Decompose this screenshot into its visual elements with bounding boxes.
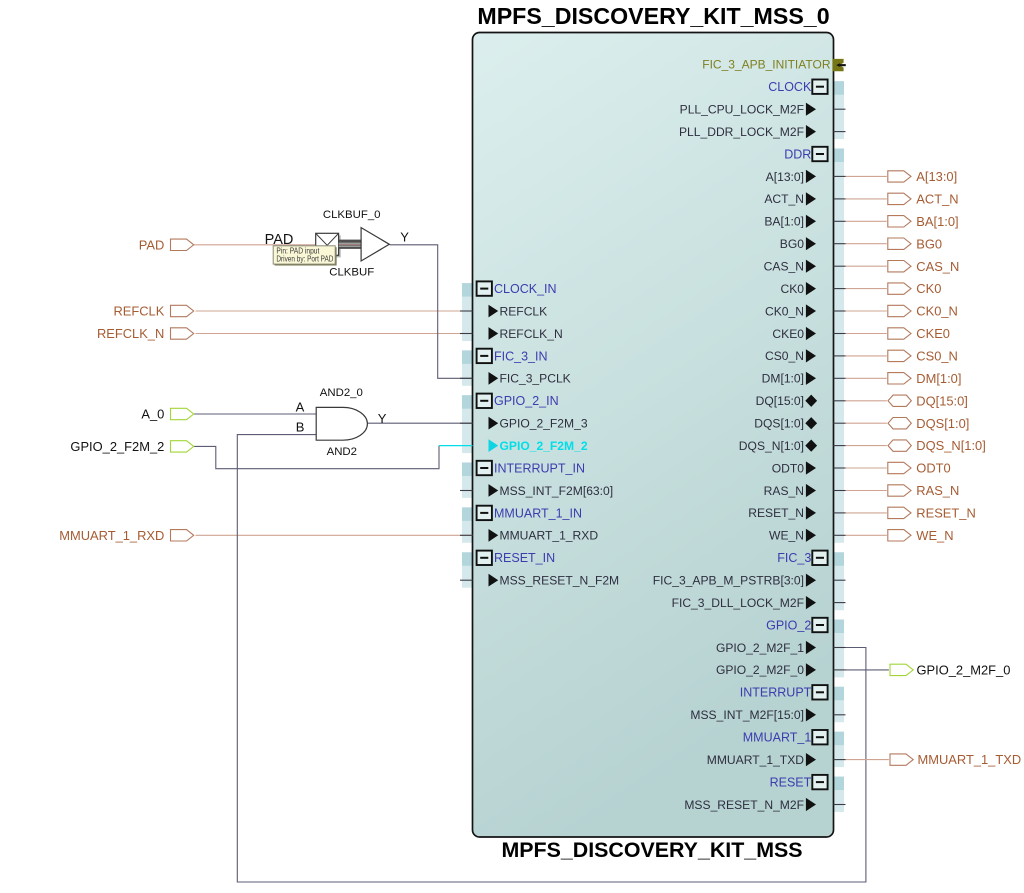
svg-text:ODT0: ODT0 [916, 461, 950, 476]
svg-text:CLOCK_IN: CLOCK_IN [494, 282, 557, 296]
svg-text:CK0: CK0 [780, 282, 804, 296]
svg-text:MMUART_1_IN: MMUART_1_IN [494, 506, 582, 520]
svg-text:FIC_3_PCLK: FIC_3_PCLK [500, 372, 571, 386]
svg-text:MMUART_1_RXD: MMUART_1_RXD [500, 529, 599, 543]
svg-text:A: A [296, 399, 305, 414]
svg-text:MSS_RESET_N_M2F: MSS_RESET_N_M2F [684, 798, 804, 812]
svg-text:CKE0: CKE0 [916, 326, 950, 341]
svg-text:CAS_N: CAS_N [916, 259, 959, 274]
svg-text:MMUART_1_TXD: MMUART_1_TXD [707, 753, 804, 767]
svg-text:CK0_N: CK0_N [916, 304, 958, 319]
svg-text:CLOCK: CLOCK [768, 80, 812, 94]
svg-text:CK0_N: CK0_N [765, 304, 804, 318]
svg-text:CK0: CK0 [916, 281, 941, 296]
svg-text:FIC_3_APB_INITIATOR: FIC_3_APB_INITIATOR [702, 58, 831, 72]
svg-text:PLL_CPU_LOCK_M2F: PLL_CPU_LOCK_M2F [680, 103, 804, 117]
svg-text:DDR: DDR [784, 147, 811, 161]
svg-text:WE_N: WE_N [916, 528, 953, 543]
svg-text:FIC_3_DLL_LOCK_M2F: FIC_3_DLL_LOCK_M2F [672, 596, 804, 610]
svg-text:CKE0: CKE0 [772, 327, 804, 341]
svg-text:DQS_N[1:0]: DQS_N[1:0] [916, 438, 986, 453]
svg-text:GPIO_2_IN: GPIO_2_IN [494, 394, 559, 408]
svg-text:GPIO_2_M2F_0: GPIO_2_M2F_0 [716, 663, 804, 677]
svg-text:FIC_3_APB_M_PSTRB[3:0]: FIC_3_APB_M_PSTRB[3:0] [653, 574, 804, 588]
svg-text:DM[1:0]: DM[1:0] [916, 371, 961, 386]
svg-text:PAD: PAD [139, 237, 165, 252]
svg-text:RESET: RESET [770, 776, 812, 790]
svg-text:PLL_DDR_LOCK_M2F: PLL_DDR_LOCK_M2F [679, 125, 804, 139]
svg-text:AND2: AND2 [327, 446, 357, 458]
svg-text:DQS[1:0]: DQS[1:0] [916, 416, 969, 431]
svg-text:RESET_N: RESET_N [748, 506, 804, 520]
svg-text:RAS_N: RAS_N [916, 483, 959, 498]
svg-text:CS0_N: CS0_N [765, 349, 804, 363]
svg-text:MSS_INT_F2M[63:0]: MSS_INT_F2M[63:0] [500, 484, 614, 498]
svg-text:INTERRUPT_IN: INTERRUPT_IN [494, 461, 585, 475]
svg-text:REFCLK_N: REFCLK_N [500, 327, 563, 341]
svg-text:REFCLK_N: REFCLK_N [97, 326, 164, 341]
svg-text:Driven by: Port PAD: Driven by: Port PAD [276, 255, 333, 264]
svg-text:GPIO_2_F2M_3: GPIO_2_F2M_3 [500, 417, 588, 431]
svg-text:MPFS_DISCOVERY_KIT_MSS_0: MPFS_DISCOVERY_KIT_MSS_0 [477, 3, 829, 29]
svg-text:MPFS_DISCOVERY_KIT_MSS: MPFS_DISCOVERY_KIT_MSS [501, 838, 802, 862]
svg-text:INTERRUPT: INTERRUPT [740, 686, 812, 700]
svg-text:CLKBUF: CLKBUF [329, 267, 374, 279]
svg-text:A[13:0]: A[13:0] [766, 170, 804, 184]
svg-text:FIC_3_IN: FIC_3_IN [494, 349, 548, 363]
svg-text:BA[1:0]: BA[1:0] [916, 214, 958, 229]
svg-text:WE_N: WE_N [769, 529, 804, 543]
svg-text:DQ[15:0]: DQ[15:0] [756, 394, 804, 408]
svg-text:A_0: A_0 [141, 407, 164, 422]
svg-text:MMUART_1_TXD: MMUART_1_TXD [918, 752, 1022, 767]
svg-text:RAS_N: RAS_N [764, 484, 804, 498]
svg-text:MSS_RESET_N_F2M: MSS_RESET_N_F2M [500, 574, 620, 588]
svg-text:MMUART_1: MMUART_1 [743, 731, 812, 745]
svg-text:GPIO_2_M2F_0: GPIO_2_M2F_0 [917, 663, 1011, 678]
svg-text:CAS_N: CAS_N [764, 260, 804, 274]
svg-text:ACT_N: ACT_N [764, 192, 804, 206]
svg-text:RESET_N: RESET_N [916, 506, 975, 521]
svg-text:MMUART_1_RXD: MMUART_1_RXD [59, 528, 164, 543]
svg-text:GPIO_2_F2M_2: GPIO_2_F2M_2 [500, 439, 588, 453]
svg-text:CLKBUF_0: CLKBUF_0 [323, 209, 381, 221]
svg-text:BG0: BG0 [780, 237, 804, 251]
svg-text:AND2_0: AND2_0 [320, 387, 363, 399]
svg-text:Y: Y [400, 230, 409, 245]
svg-text:PAD: PAD [265, 232, 294, 248]
svg-text:CS0_N: CS0_N [916, 349, 958, 364]
svg-text:Y: Y [378, 411, 387, 426]
svg-text:REFCLK: REFCLK [113, 304, 164, 319]
svg-text:REFCLK: REFCLK [500, 304, 548, 318]
svg-text:DQS[1:0]: DQS[1:0] [754, 417, 804, 431]
svg-text:DQS_N[1:0]: DQS_N[1:0] [739, 439, 804, 453]
svg-text:FIC_3: FIC_3 [777, 551, 811, 565]
svg-text:ACT_N: ACT_N [916, 192, 958, 207]
svg-text:BA[1:0]: BA[1:0] [764, 215, 804, 229]
svg-text:ODT0: ODT0 [772, 461, 805, 475]
svg-text:DQ[15:0]: DQ[15:0] [916, 393, 968, 408]
svg-text:Pin: PAD input: Pin: PAD input [276, 247, 320, 256]
svg-text:GPIO_2_M2F_1: GPIO_2_M2F_1 [716, 641, 804, 655]
svg-text:RESET_IN: RESET_IN [494, 551, 555, 565]
svg-text:B: B [296, 419, 305, 434]
svg-text:MSS_INT_M2F[15:0]: MSS_INT_M2F[15:0] [690, 708, 804, 722]
svg-text:BG0: BG0 [916, 236, 942, 251]
svg-text:A[13:0]: A[13:0] [916, 169, 957, 184]
svg-text:GPIO_2: GPIO_2 [766, 618, 811, 632]
svg-text:DM[1:0]: DM[1:0] [762, 372, 804, 386]
svg-text:GPIO_2_F2M_2: GPIO_2_F2M_2 [70, 439, 164, 454]
